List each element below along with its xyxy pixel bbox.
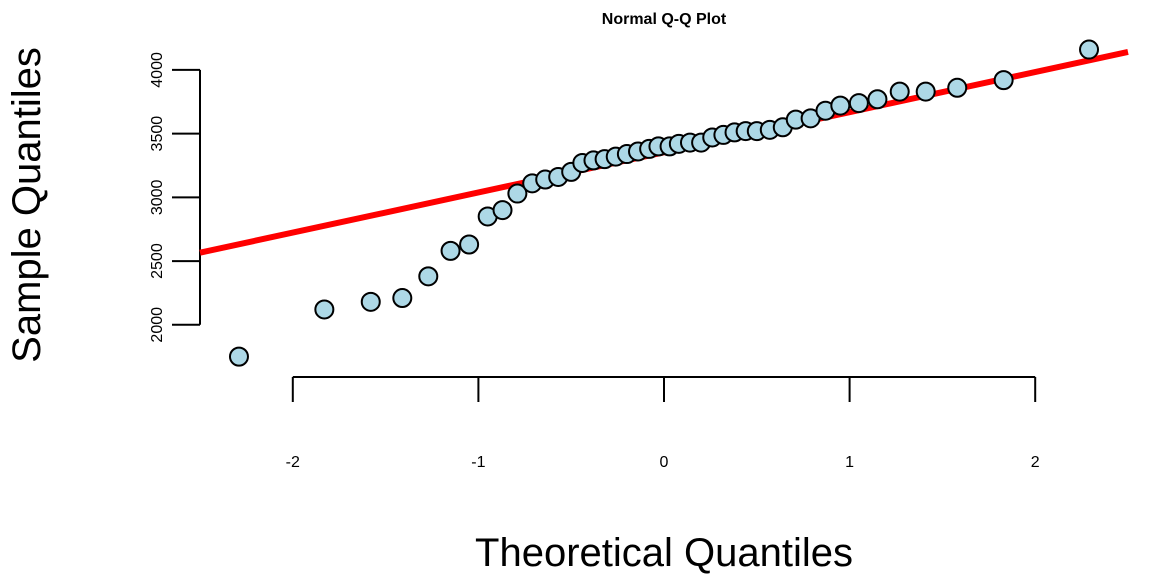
y-axis-ticks: 2000 2500 3000 3500 4000: [149, 52, 200, 343]
data-point: [947, 77, 968, 98]
x-axis-title: Theoretical Quantiles: [475, 531, 853, 575]
x-tick-label: -1: [471, 454, 485, 471]
data-point: [1079, 39, 1100, 60]
y-axis-title: Sample Quantiles: [5, 47, 49, 363]
data-point: [314, 299, 335, 320]
data-point: [228, 346, 249, 367]
data-point: [492, 200, 513, 221]
y-tick-label: 4000: [149, 52, 166, 88]
y-tick-label: 2000: [149, 307, 166, 343]
chart-title: Normal Q-Q Plot: [602, 11, 727, 28]
data-point: [507, 183, 528, 204]
data-point: [848, 93, 869, 114]
data-point: [830, 95, 851, 116]
data-point: [867, 89, 888, 110]
data-point: [440, 240, 461, 261]
y-tick-label: 2500: [149, 243, 166, 279]
data-point: [392, 288, 413, 309]
x-tick-label: -2: [286, 454, 300, 471]
y-tick-label: 3000: [149, 179, 166, 215]
x-tick-label: 2: [1031, 454, 1040, 471]
x-tick-label: 1: [845, 454, 854, 471]
data-point: [889, 81, 910, 102]
data-point: [459, 234, 480, 255]
y-tick-label: 3500: [149, 116, 166, 152]
data-point: [360, 291, 381, 312]
data-points: [228, 39, 1100, 367]
x-axis-ticks: -2 -1 0 1 2: [286, 377, 1040, 471]
data-point: [915, 81, 936, 102]
data-point: [418, 266, 439, 287]
data-point: [993, 70, 1014, 91]
x-tick-label: 0: [660, 454, 669, 471]
